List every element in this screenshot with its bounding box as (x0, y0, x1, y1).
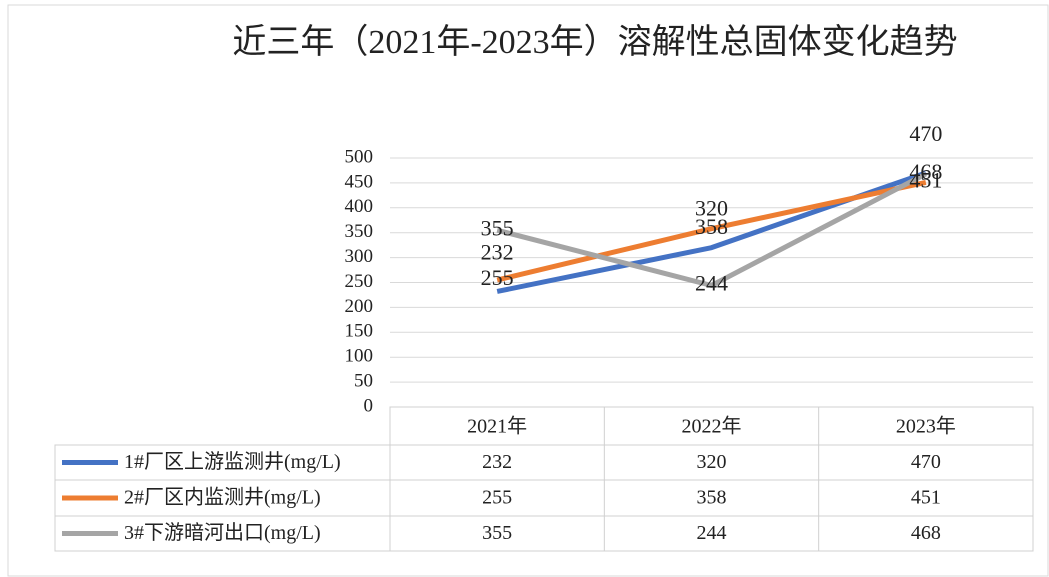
y-tick-label: 350 (345, 221, 374, 242)
chart-border (7, 4, 1049, 577)
legend-label: 1#厂区上游监测井(mg/L) (124, 450, 341, 473)
data-label: 451 (909, 167, 942, 192)
y-tick-label: 400 (345, 196, 374, 217)
table-value: 470 (911, 451, 941, 473)
y-tick-label: 100 (345, 346, 374, 367)
y-tick-label: 500 (345, 146, 374, 167)
y-tick-label: 450 (345, 171, 374, 192)
y-tick-label: 300 (345, 246, 374, 267)
legend-label: 3#下游暗河出口(mg/L) (124, 521, 321, 544)
y-tick-label: 150 (345, 321, 374, 342)
table-row (54, 515, 1034, 552)
x-tick-label: 2022年 (682, 415, 742, 438)
table-value: 358 (697, 487, 727, 509)
data-label: 358 (695, 214, 728, 239)
y-tick-label: 200 (345, 296, 374, 317)
table-value: 232 (482, 451, 512, 473)
table-value: 320 (697, 451, 727, 473)
chart-title: 近三年（2021年-2023年）溶解性总固体变化趋势 (232, 23, 957, 61)
data-label: 468 (909, 159, 942, 184)
line-series (496, 179, 927, 283)
table-value: 451 (911, 487, 941, 509)
y-tick-label: 250 (345, 271, 374, 292)
data-label: 244 (695, 271, 728, 296)
table-value: 355 (482, 522, 512, 544)
table-value: 468 (911, 522, 941, 544)
data-label: 232 (481, 240, 514, 265)
data-label: 255 (481, 265, 514, 290)
data-label: 470 (909, 121, 942, 146)
x-tick-label: 2021年 (467, 415, 527, 438)
data-label: 355 (481, 215, 514, 240)
y-tick-label: 50 (354, 370, 373, 391)
y-tick-label: 0 (364, 395, 374, 416)
data-label: 320 (695, 196, 728, 221)
table-value: 244 (697, 522, 727, 544)
x-tick-label: 2023年 (896, 415, 956, 438)
table-value: 255 (482, 487, 512, 509)
legend-label: 2#厂区内监测井(mg/L) (124, 486, 321, 509)
line-series (496, 171, 927, 288)
